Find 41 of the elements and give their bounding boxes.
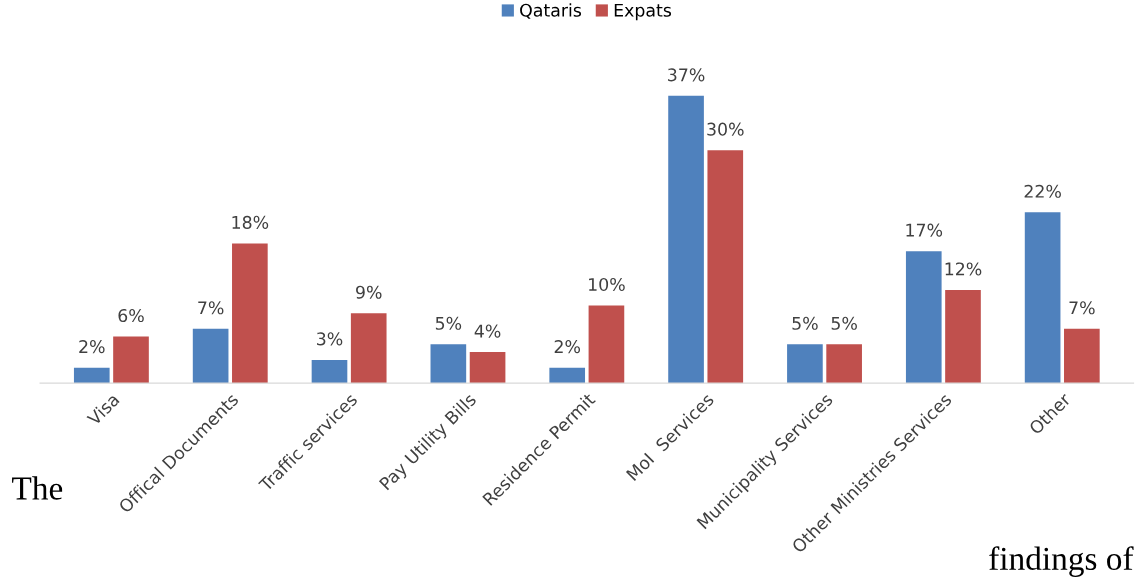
data-label: 18%	[232, 215, 269, 229]
bar	[1024, 212, 1061, 384]
data-label: 22%	[1024, 184, 1061, 198]
data-label: 10%	[589, 277, 625, 292]
data-label: 2%	[79, 340, 105, 354]
bar	[588, 305, 625, 384]
data-label: 17%	[906, 223, 943, 237]
bar	[905, 251, 942, 384]
text: The	[12, 476, 63, 500]
legend-label: Qataris	[520, 3, 582, 19]
x-tick-label: Visa	[86, 392, 120, 427]
data-label: 30%	[707, 122, 744, 136]
bar	[826, 344, 862, 384]
bar	[945, 289, 981, 384]
bar	[707, 150, 744, 384]
bar	[73, 367, 110, 384]
data-label: 5%	[792, 316, 818, 330]
data-label: 37%	[668, 68, 705, 82]
data-label: 12%	[945, 262, 982, 276]
bar	[549, 367, 586, 384]
bar	[430, 344, 467, 384]
bar	[113, 336, 149, 384]
bar	[192, 328, 229, 384]
bar	[1064, 328, 1100, 384]
data-label: 4%	[474, 324, 501, 338]
data-label: 7%	[198, 301, 224, 315]
data-label: 3%	[317, 332, 343, 346]
bar	[469, 352, 506, 384]
data-label: 2%	[554, 340, 581, 354]
bar	[311, 359, 348, 384]
bar	[787, 344, 823, 384]
text: findings of	[989, 546, 1134, 577]
bar	[350, 313, 387, 384]
data-label: 5%	[435, 316, 462, 330]
data-label: 6%	[118, 308, 144, 323]
bar	[668, 95, 704, 384]
bar	[232, 243, 268, 384]
legend-label: Expats	[614, 3, 672, 21]
data-label: 7%	[1069, 301, 1095, 315]
data-label: 9%	[356, 285, 382, 299]
data-label: 5%	[831, 316, 857, 330]
